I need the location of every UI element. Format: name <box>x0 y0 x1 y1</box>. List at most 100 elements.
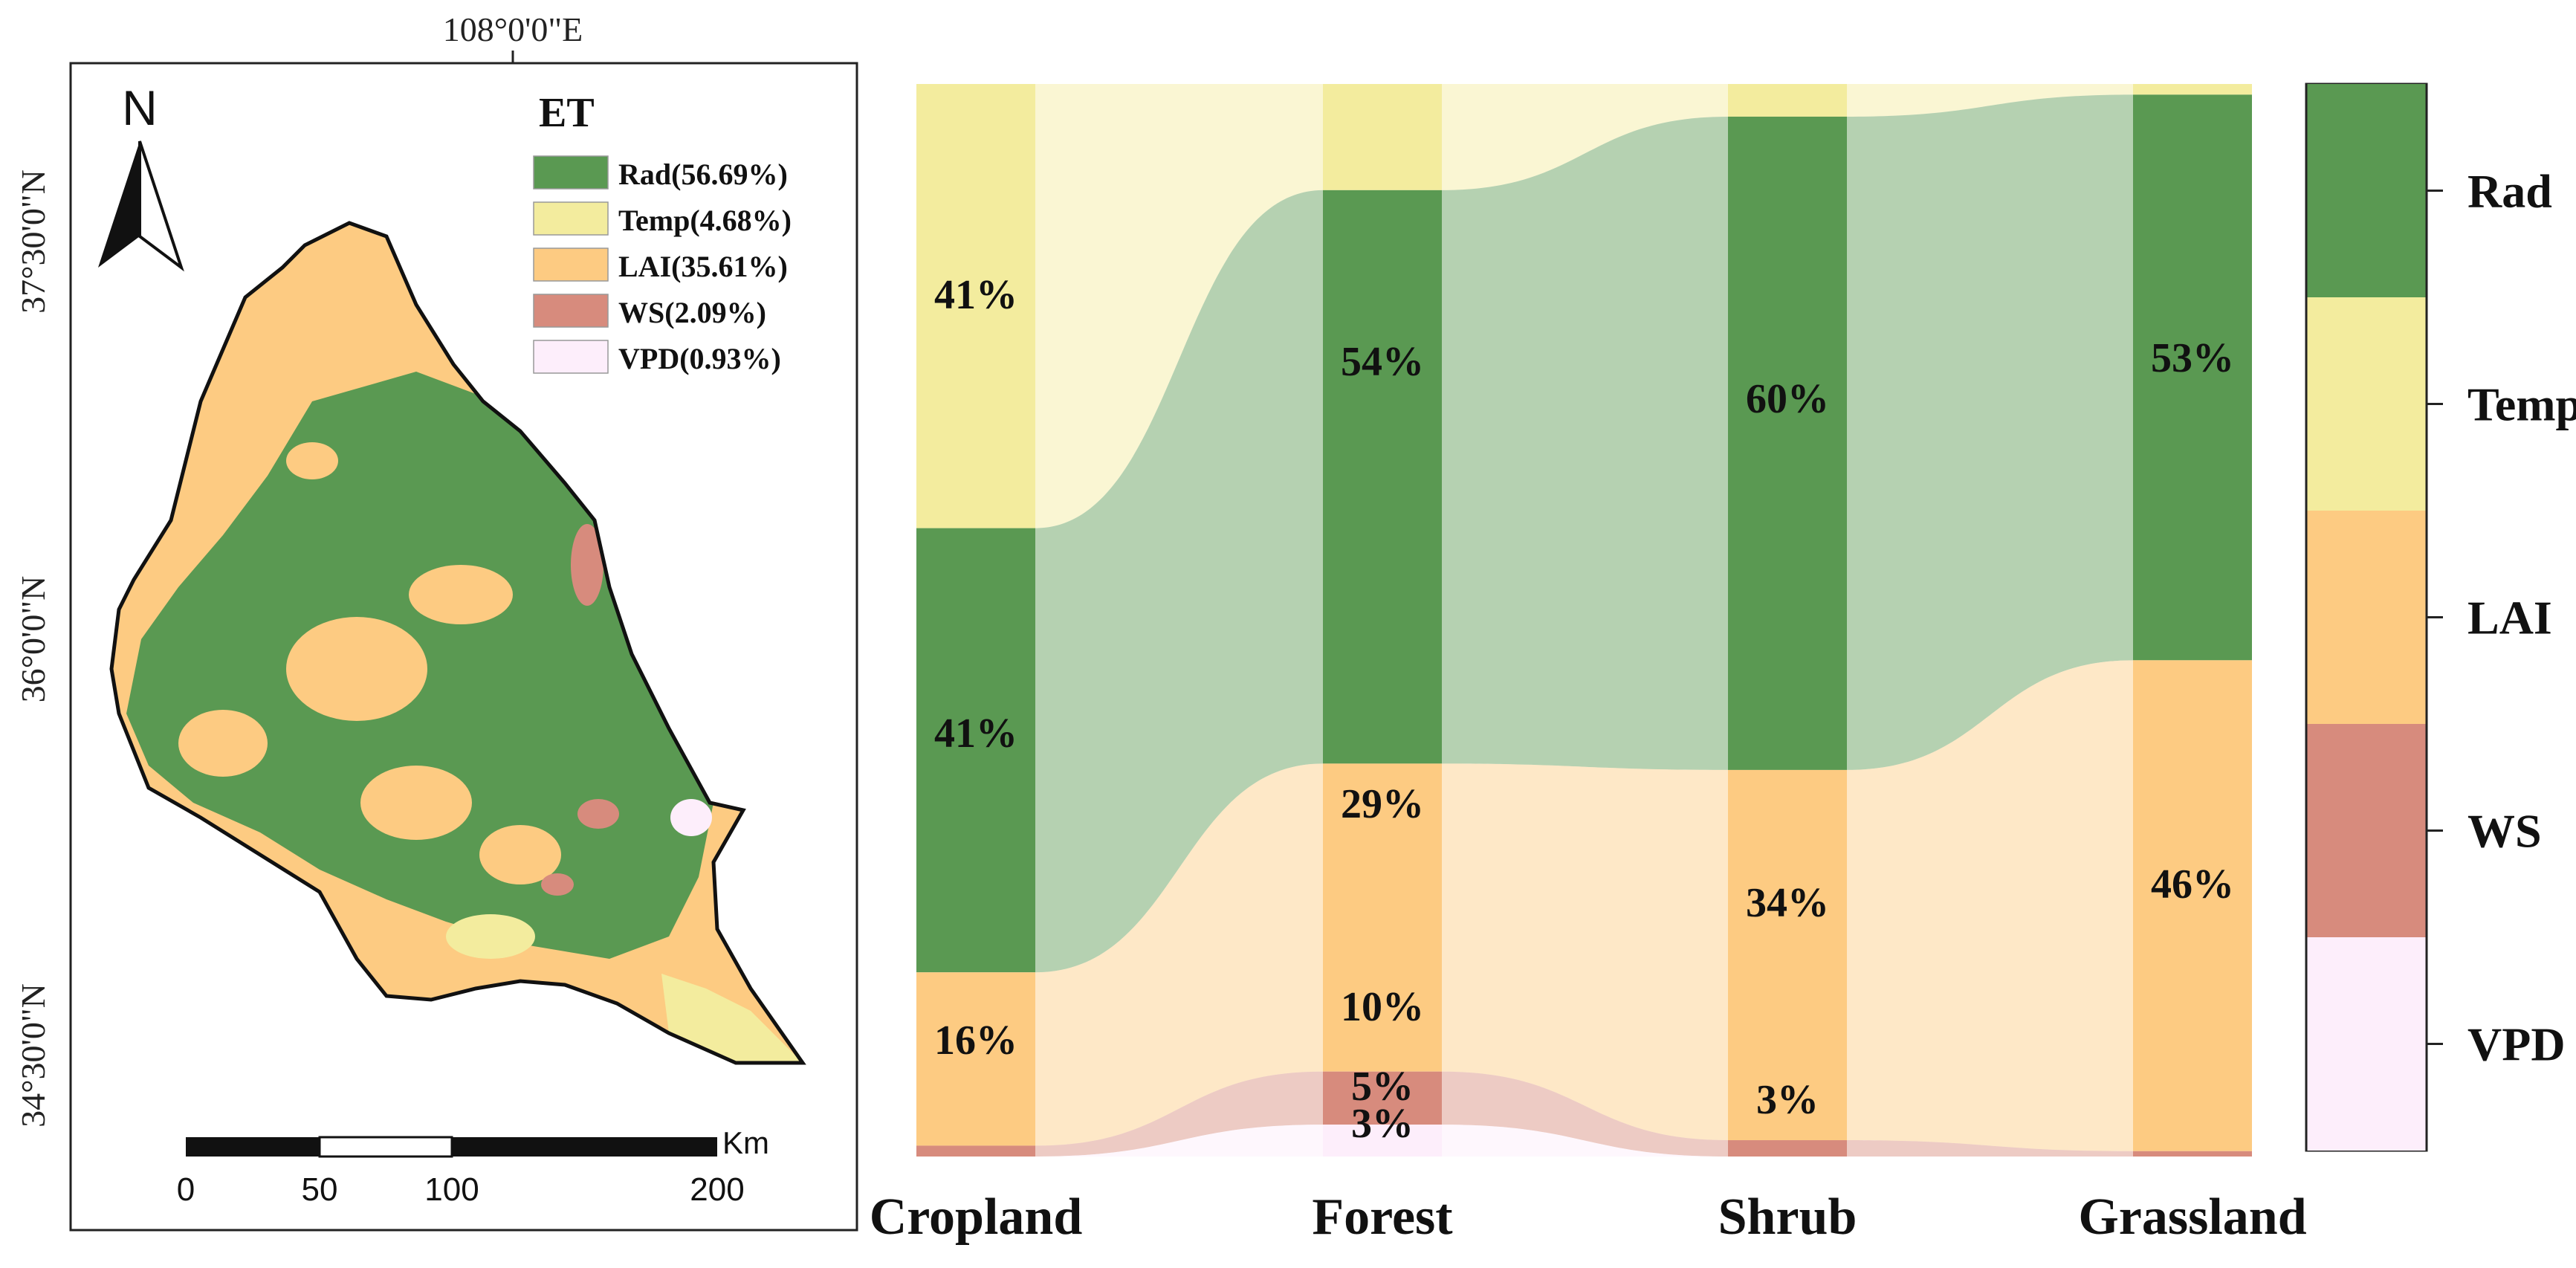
value-label-shrub-temp: 3% <box>1756 1077 1819 1123</box>
temp-patch <box>446 914 535 959</box>
flow-rad-cropland-to-forest <box>1035 190 1323 973</box>
map-legend-label: WS(2.09%) <box>618 296 766 329</box>
flow-rad-forest-to-shrub <box>1442 116 1728 770</box>
map-legend-swatch <box>533 340 609 374</box>
chart-legend-label-rad: Rad <box>2467 165 2552 218</box>
bar-segment-shrub-rad <box>1728 116 1847 770</box>
lai-patch <box>479 825 561 884</box>
value-label-grassland-rad: 53% <box>2151 335 2234 381</box>
value-label-grassland-lai: 46% <box>2151 861 2234 908</box>
north-arrow-label: N <box>122 80 158 135</box>
lai-patch <box>286 442 338 479</box>
map-legend-swatch <box>533 155 609 190</box>
bar-segment-grassland-rad <box>2133 94 2252 661</box>
category-label-grassland: Grassland <box>2078 1188 2306 1246</box>
vpd-patch <box>670 799 712 836</box>
scale-bar-tick: 0 <box>177 1171 195 1208</box>
alluvial-value-labels: 41%41%16%54%29%10%5%3%60%34%3%53%46% <box>934 272 2234 1147</box>
bar-segment-forest-rad <box>1323 190 1442 764</box>
chart-legend-label-temp: Temp <box>2467 378 2576 431</box>
bar-segment-cropland-rad <box>916 528 1035 973</box>
map-legend-item-vpd: VPD(0.93%) <box>533 340 781 375</box>
map-legend-swatch <box>533 248 609 282</box>
map-legend-item-temp: Temp(4.68%) <box>533 201 792 237</box>
flow-lai-cropland-to-forest <box>1035 763 1323 1146</box>
flow-rad-shrub-to-grassland <box>1847 94 2133 770</box>
map-legend-swatch <box>533 294 609 328</box>
bar-segment-forest-ws <box>1323 1071 1442 1125</box>
lai-patch <box>409 565 513 624</box>
scale-bar-tick: 200 <box>690 1171 744 1208</box>
bar-segment-forest-vpd <box>1323 1125 1442 1157</box>
map-legend-label: Rad(56.69%) <box>618 158 788 191</box>
chart-legend-swatch-ws <box>2307 724 2426 937</box>
chart-legend-label-vpd: VPD <box>2467 1018 2566 1071</box>
scale-bar-tick: 100 <box>424 1171 479 1208</box>
scale-bar-segment <box>318 1136 453 1158</box>
bar-segment-cropland-temp <box>916 84 1035 528</box>
north-arrow-right-half <box>138 140 184 272</box>
alluvial-category-labels: Cropland Forest Shrub Grassland <box>870 1188 2307 1246</box>
bar-segment-grassland-temp <box>2133 84 2252 95</box>
category-label-shrub: Shrub <box>1718 1188 1857 1246</box>
map-legend-item-lai: LAI(35.61%) <box>533 248 788 283</box>
bar-segment-cropland-lai <box>916 972 1035 1146</box>
category-label-cropland: Cropland <box>870 1188 1083 1246</box>
value-label-forest-lai: 29% <box>1341 781 1424 827</box>
scale-bar-segment <box>186 1137 320 1157</box>
flow-vpd-cropland-to-forest <box>1035 1125 1323 1157</box>
temp-patch <box>661 974 803 1063</box>
scale-bar-segment <box>452 1137 717 1157</box>
ws-patch <box>571 524 603 606</box>
scale-bar-tick: 50 <box>302 1171 338 1208</box>
flow-lai-shrub-to-grassland <box>1847 660 2133 1151</box>
flow-temp-shrub-to-grassland <box>1847 84 2133 117</box>
map-legend: ET Rad(56.69%) Temp(4.68%) LAI(35.61%) W… <box>533 90 792 375</box>
category-label-forest: Forest <box>1312 1188 1452 1246</box>
bar-segment-grassland-ws <box>2133 1151 2252 1157</box>
bar-segment-shrub-lai <box>1728 769 1847 1141</box>
flow-temp-cropland-to-forest <box>1035 84 1323 528</box>
lai-patch <box>360 766 472 840</box>
north-arrow-left-half <box>98 141 140 268</box>
flow-ws-shrub-to-grassland <box>1847 1140 2133 1157</box>
ws-patch <box>577 799 619 829</box>
chart-legend-label-ws: WS <box>2467 805 2542 858</box>
basin-boundary <box>109 221 806 1065</box>
flow-temp-forest-to-shrub <box>1442 84 1728 190</box>
bar-segment-forest-temp <box>1323 84 1442 190</box>
bar-segment-cropland-ws <box>916 1145 1035 1157</box>
lat-label-bottom: 34°30'0"N <box>14 983 52 1128</box>
value-label-shrub-lai: 34% <box>1746 880 1829 926</box>
ws-patch <box>541 873 574 896</box>
alluvial-chart: 41%41%16%54%29%10%5%3%60%34%3%53%46% Cro… <box>870 84 2307 1246</box>
lon-label: 108°0'0"E <box>443 10 583 48</box>
map-legend-item-ws: WS(2.09%) <box>533 294 766 329</box>
bar-segment-shrub-temp <box>1728 84 1847 117</box>
value-label-forest-rad: 54% <box>1341 339 1424 385</box>
value-label-forest-temp: 10% <box>1341 984 1424 1030</box>
value-label-cropland-lai: 16% <box>934 1018 1017 1064</box>
chart-legend-swatch-vpd <box>2307 937 2426 1151</box>
bar-segment-forest-lai <box>1323 763 1442 1072</box>
flow-ws-cropland-to-forest <box>1035 1071 1323 1157</box>
chart-legend-swatch-temp <box>2307 297 2426 511</box>
map-panel: 108°0'0"E 37°30'0"N 36°0'0"N 34°30'0"N N <box>14 10 858 1232</box>
lai-patch <box>286 617 427 721</box>
value-label-forest-ws: 5% <box>1351 1064 1414 1110</box>
north-arrow: N <box>98 80 184 272</box>
map-legend-swatch <box>533 201 609 236</box>
value-label-cropland-temp: 41% <box>934 272 1017 318</box>
chart-legend-swatch-lai <box>2307 511 2426 724</box>
lat-label-top: 37°30'0"N <box>14 169 52 314</box>
map-legend-item-rad: Rad(56.69%) <box>533 155 788 191</box>
scale-bar-unit: Km <box>722 1125 769 1160</box>
flow-lai-forest-to-shrub <box>1442 763 1728 1141</box>
map-legend-title: ET <box>539 90 595 136</box>
map-legend-label: VPD(0.93%) <box>618 342 781 375</box>
map-legend-label: LAI(35.61%) <box>618 250 788 283</box>
chart-legend: Rad Temp LAI WS VPD <box>2305 83 2576 1152</box>
scale-bar: Km 0 50 100 200 <box>177 1125 769 1208</box>
chart-legend-swatch-rad <box>2307 84 2426 297</box>
